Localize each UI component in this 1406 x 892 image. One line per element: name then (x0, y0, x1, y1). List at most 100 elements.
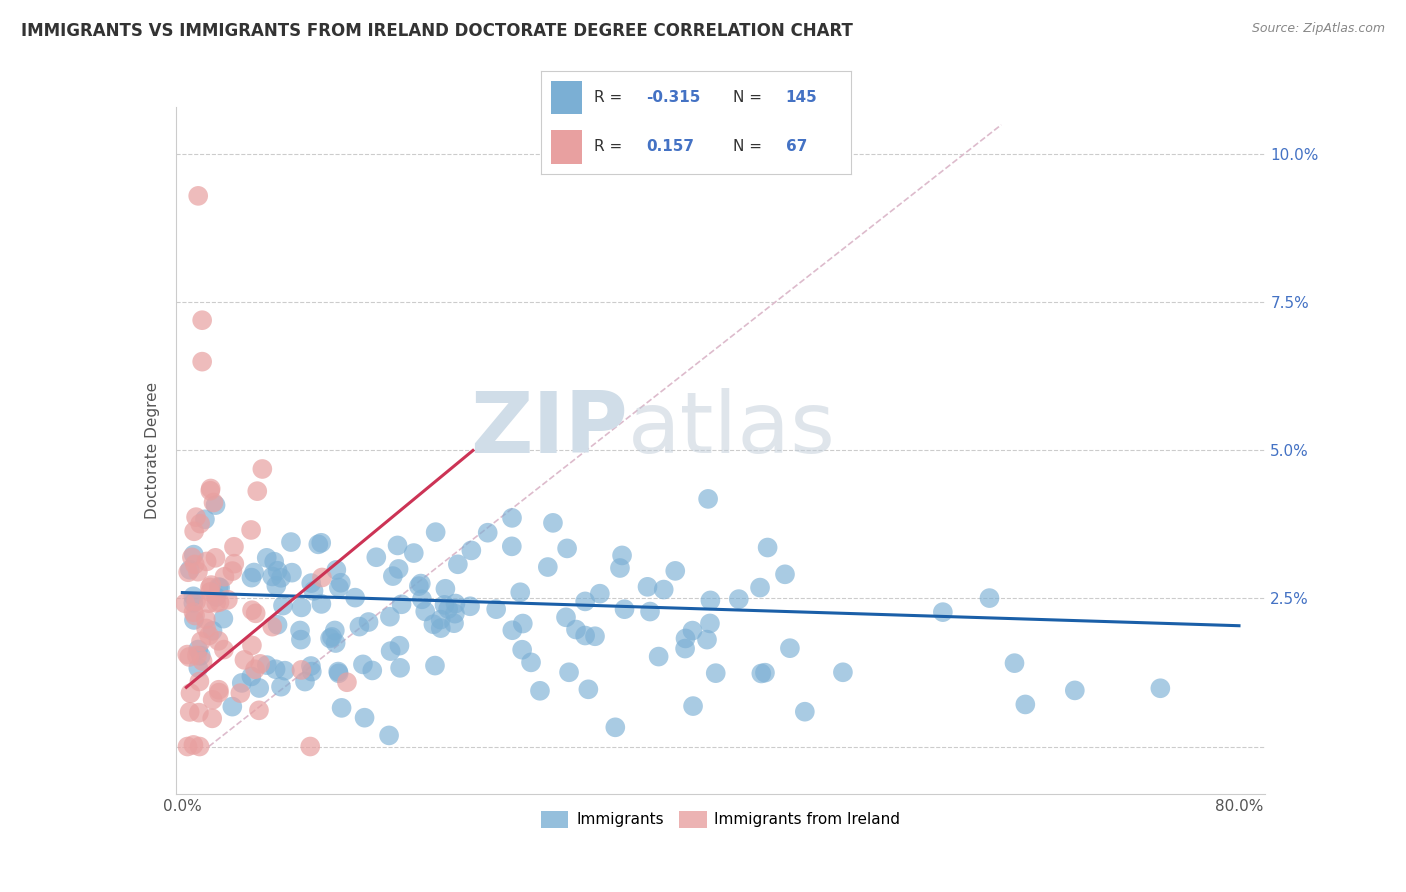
Point (207, 633, 229, 648)
Point (510, 642, 533, 657)
Point (328, 581, 350, 595)
Point (252, 462, 274, 476)
Point (380, 644, 402, 658)
Point (430, 621, 453, 635)
Point (179, 563, 201, 577)
Point (352, 657, 374, 672)
Point (195, 621, 218, 635)
Point (247, 703, 270, 717)
Point (349, 619, 371, 633)
Point (501, 624, 523, 638)
Point (180, 550, 202, 565)
Point (301, 665, 323, 679)
Text: Source: ZipAtlas.com: Source: ZipAtlas.com (1251, 22, 1385, 36)
Point (558, 665, 581, 680)
Point (328, 666, 350, 681)
Point (208, 682, 231, 697)
Text: N =: N = (733, 139, 766, 154)
Point (353, 711, 375, 725)
Point (270, 571, 292, 585)
Point (319, 632, 342, 646)
Point (673, 641, 696, 656)
Point (447, 558, 470, 572)
Point (501, 539, 523, 553)
Point (409, 576, 432, 591)
Point (299, 576, 322, 591)
Point (183, 738, 205, 752)
Point (212, 612, 235, 626)
Point (434, 582, 457, 596)
Point (391, 597, 413, 611)
Point (262, 569, 284, 583)
Point (188, 674, 211, 689)
Point (381, 569, 404, 583)
Point (208, 595, 231, 609)
Point (240, 669, 263, 683)
Point (699, 593, 721, 607)
Point (271, 599, 294, 613)
Point (183, 524, 205, 539)
Point (411, 592, 433, 607)
Point (1004, 656, 1026, 670)
Point (344, 591, 367, 605)
Point (231, 676, 253, 690)
Point (198, 585, 221, 599)
Point (609, 561, 631, 575)
Point (294, 674, 316, 689)
Point (485, 602, 508, 616)
Point (270, 680, 292, 694)
Point (299, 659, 322, 673)
Point (290, 663, 312, 677)
Point (201, 624, 224, 638)
Point (576, 682, 599, 697)
Point (191, 313, 214, 327)
Point (181, 589, 204, 603)
Point (388, 639, 411, 653)
Point (311, 570, 333, 584)
Point (221, 564, 243, 578)
Point (184, 608, 207, 623)
Point (264, 662, 287, 676)
Point (188, 739, 211, 754)
Point (311, 597, 333, 611)
Point (186, 648, 208, 663)
Point (458, 599, 481, 614)
Point (290, 632, 312, 647)
Text: -0.315: -0.315 (647, 90, 700, 105)
FancyBboxPatch shape (551, 80, 582, 114)
Point (202, 495, 225, 509)
Point (1014, 698, 1036, 712)
Point (754, 665, 776, 680)
Point (541, 516, 564, 530)
Point (336, 675, 359, 690)
Point (240, 523, 263, 537)
Point (190, 648, 212, 663)
Point (699, 616, 721, 631)
Point (221, 699, 243, 714)
Point (565, 623, 588, 637)
Point (682, 699, 704, 714)
Point (179, 686, 201, 700)
Point (183, 613, 205, 627)
Y-axis label: Doctorate Degree: Doctorate Degree (145, 382, 160, 519)
Point (183, 605, 205, 619)
Point (198, 628, 221, 642)
Point (1149, 681, 1171, 696)
Point (177, 566, 200, 580)
FancyBboxPatch shape (551, 130, 582, 163)
Text: 145: 145 (786, 90, 817, 105)
Text: atlas: atlas (628, 388, 837, 471)
Point (229, 686, 252, 700)
Point (574, 628, 596, 642)
Point (222, 540, 245, 554)
Point (256, 658, 278, 673)
Point (443, 616, 465, 631)
Point (208, 685, 231, 699)
Point (325, 563, 347, 577)
Point (321, 630, 343, 644)
Point (256, 550, 278, 565)
Point (209, 581, 232, 595)
Point (243, 662, 266, 676)
Point (477, 525, 499, 540)
Point (437, 602, 460, 616)
